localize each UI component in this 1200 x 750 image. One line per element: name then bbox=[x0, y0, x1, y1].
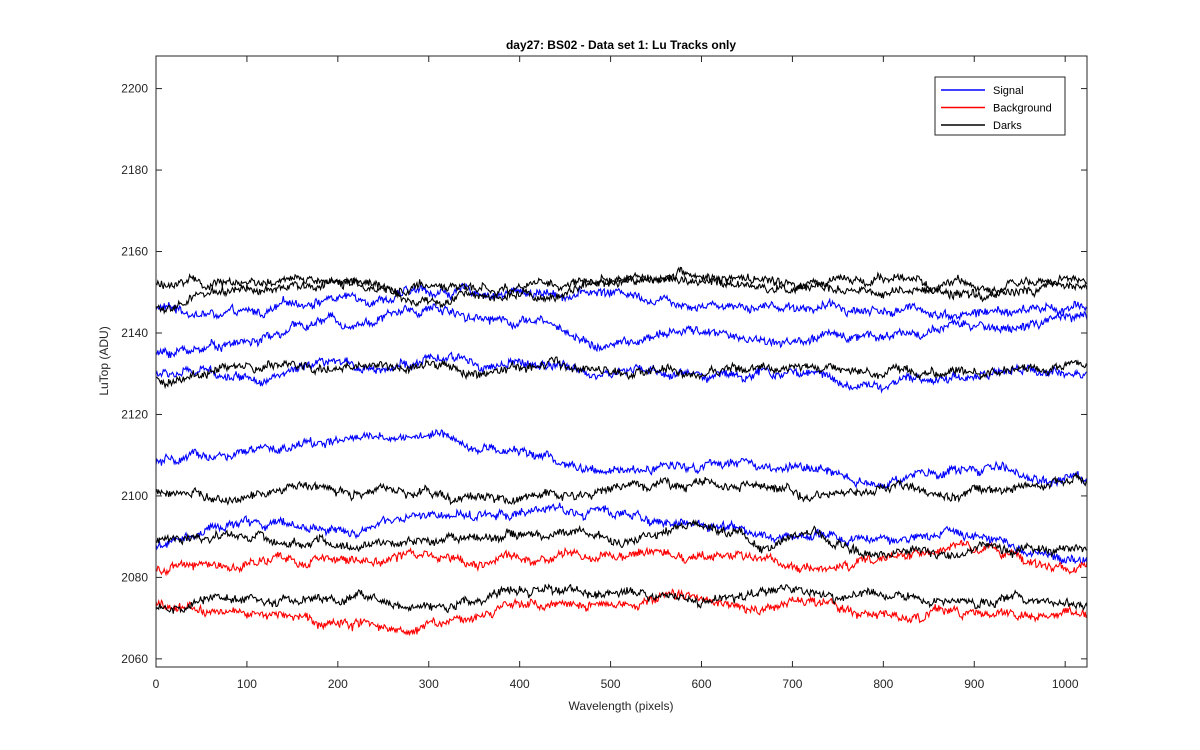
plot-area-background bbox=[156, 56, 1087, 667]
series-line-signal-3 bbox=[155, 428, 1088, 490]
x-tick-label: 0 bbox=[153, 677, 160, 691]
series-line-darks-10 bbox=[155, 471, 1088, 506]
y-tick-label: 2160 bbox=[121, 245, 148, 259]
y-axis-label: LuTop (ADU) bbox=[97, 326, 111, 395]
series-line-darks-12 bbox=[155, 583, 1088, 614]
series-line-darks-8 bbox=[155, 271, 1088, 315]
y-tick-label: 2200 bbox=[121, 82, 148, 96]
series-line-background-6 bbox=[155, 588, 1088, 637]
series-layer bbox=[155, 266, 1088, 637]
x-tick-label: 200 bbox=[328, 677, 348, 691]
y-tick-label: 2080 bbox=[121, 570, 148, 584]
x-tick-label: 500 bbox=[601, 677, 621, 691]
legend-label-darks: Darks bbox=[993, 120, 1022, 132]
series-line-darks-11 bbox=[155, 518, 1088, 560]
x-tick-label: 1000 bbox=[1052, 677, 1079, 691]
legend-label-background: Background bbox=[993, 103, 1052, 115]
y-tick-label: 2140 bbox=[121, 326, 148, 340]
x-tick-label: 800 bbox=[873, 677, 893, 691]
x-axis-label: Wavelength (pixels) bbox=[569, 699, 674, 713]
series-line-signal-4 bbox=[155, 502, 1088, 565]
y-tick-label: 2120 bbox=[121, 407, 148, 421]
series-line-signal-2 bbox=[155, 351, 1088, 394]
chart-title: day27: BS02 - Data set 1: Lu Tracks only bbox=[506, 38, 736, 52]
x-tick-label: 300 bbox=[419, 677, 439, 691]
x-tick-label: 900 bbox=[964, 677, 984, 691]
x-tick-label: 700 bbox=[782, 677, 802, 691]
x-tick-label: 100 bbox=[237, 677, 257, 691]
x-tick-label: 400 bbox=[510, 677, 530, 691]
series-line-signal-1 bbox=[155, 303, 1088, 359]
y-tick-label: 2180 bbox=[121, 163, 148, 177]
legend-label-signal: Signal bbox=[993, 85, 1024, 97]
plot-frame bbox=[155, 55, 1088, 668]
axis-layer: 0 100 200 300 400 500 600 700 800 900 1000 2060 2080… bbox=[121, 56, 1087, 691]
y-tick-label: 2060 bbox=[121, 652, 148, 666]
legend: Signal Background Darks bbox=[934, 76, 1066, 136]
y-tick-label: 2100 bbox=[121, 489, 148, 503]
series-line-signal-0 bbox=[155, 282, 1088, 322]
series-line-darks-9 bbox=[155, 356, 1088, 390]
x-tick-label: 600 bbox=[691, 677, 711, 691]
